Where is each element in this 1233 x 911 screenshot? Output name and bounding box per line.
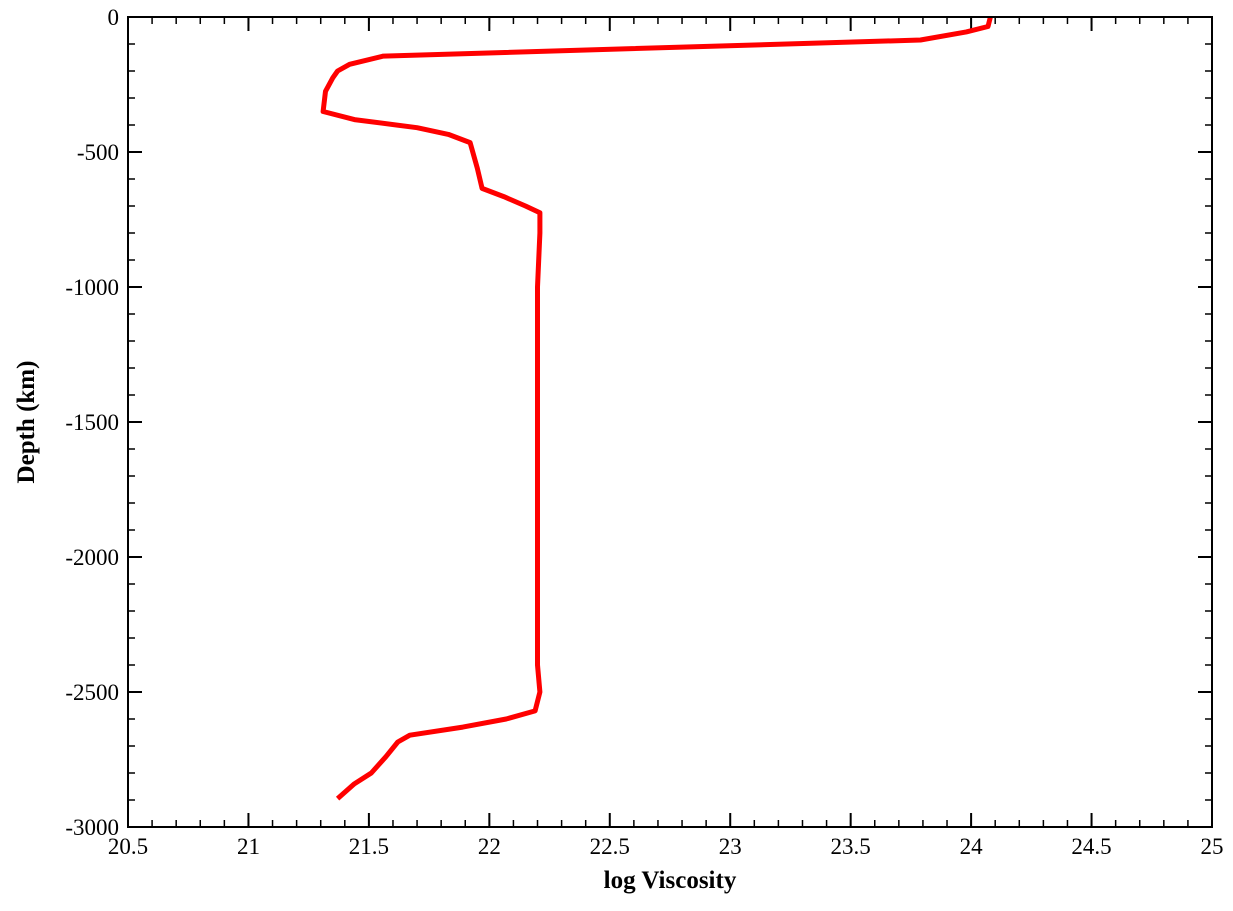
x-tick-label: 21 bbox=[237, 834, 260, 859]
y-axis-title: Depth (km) bbox=[13, 361, 40, 484]
x-tick-labels: 20.5 21 21.5 22 22.5 23 23.5 24 24.5 25 bbox=[108, 834, 1224, 859]
x-axis-title: log Viscosity bbox=[604, 867, 737, 894]
x-tick-label: 21.5 bbox=[349, 834, 389, 859]
x-tick-label: 23.5 bbox=[831, 834, 871, 859]
x-tick-label: 24.5 bbox=[1071, 834, 1111, 859]
viscosity-profile-line bbox=[320, 16, 993, 801]
y-tick-label: -3000 bbox=[65, 815, 119, 840]
y-tick-label: -1500 bbox=[65, 410, 119, 435]
plot-frame bbox=[127, 16, 1213, 828]
y-tick-label: -500 bbox=[77, 140, 119, 165]
y-tick-label: -2500 bbox=[65, 680, 119, 705]
x-tick-label: 23 bbox=[719, 834, 742, 859]
series-layer bbox=[320, 16, 993, 801]
y-tick-label: -2000 bbox=[65, 545, 119, 570]
x-tick-label: 20.5 bbox=[108, 834, 148, 859]
y-tick-label: -1000 bbox=[65, 275, 119, 300]
y-tick-labels: 0 -500 -1000 -1500 -2000 -2500 -3000 bbox=[65, 5, 119, 840]
x-tick-label: 24 bbox=[960, 834, 984, 859]
x-tick-label: 22.5 bbox=[590, 834, 630, 859]
y-tick-label: 0 bbox=[108, 5, 120, 30]
x-tick-label: 25 bbox=[1201, 834, 1224, 859]
plot-background bbox=[128, 17, 1212, 827]
x-tick-label: 22 bbox=[478, 834, 501, 859]
